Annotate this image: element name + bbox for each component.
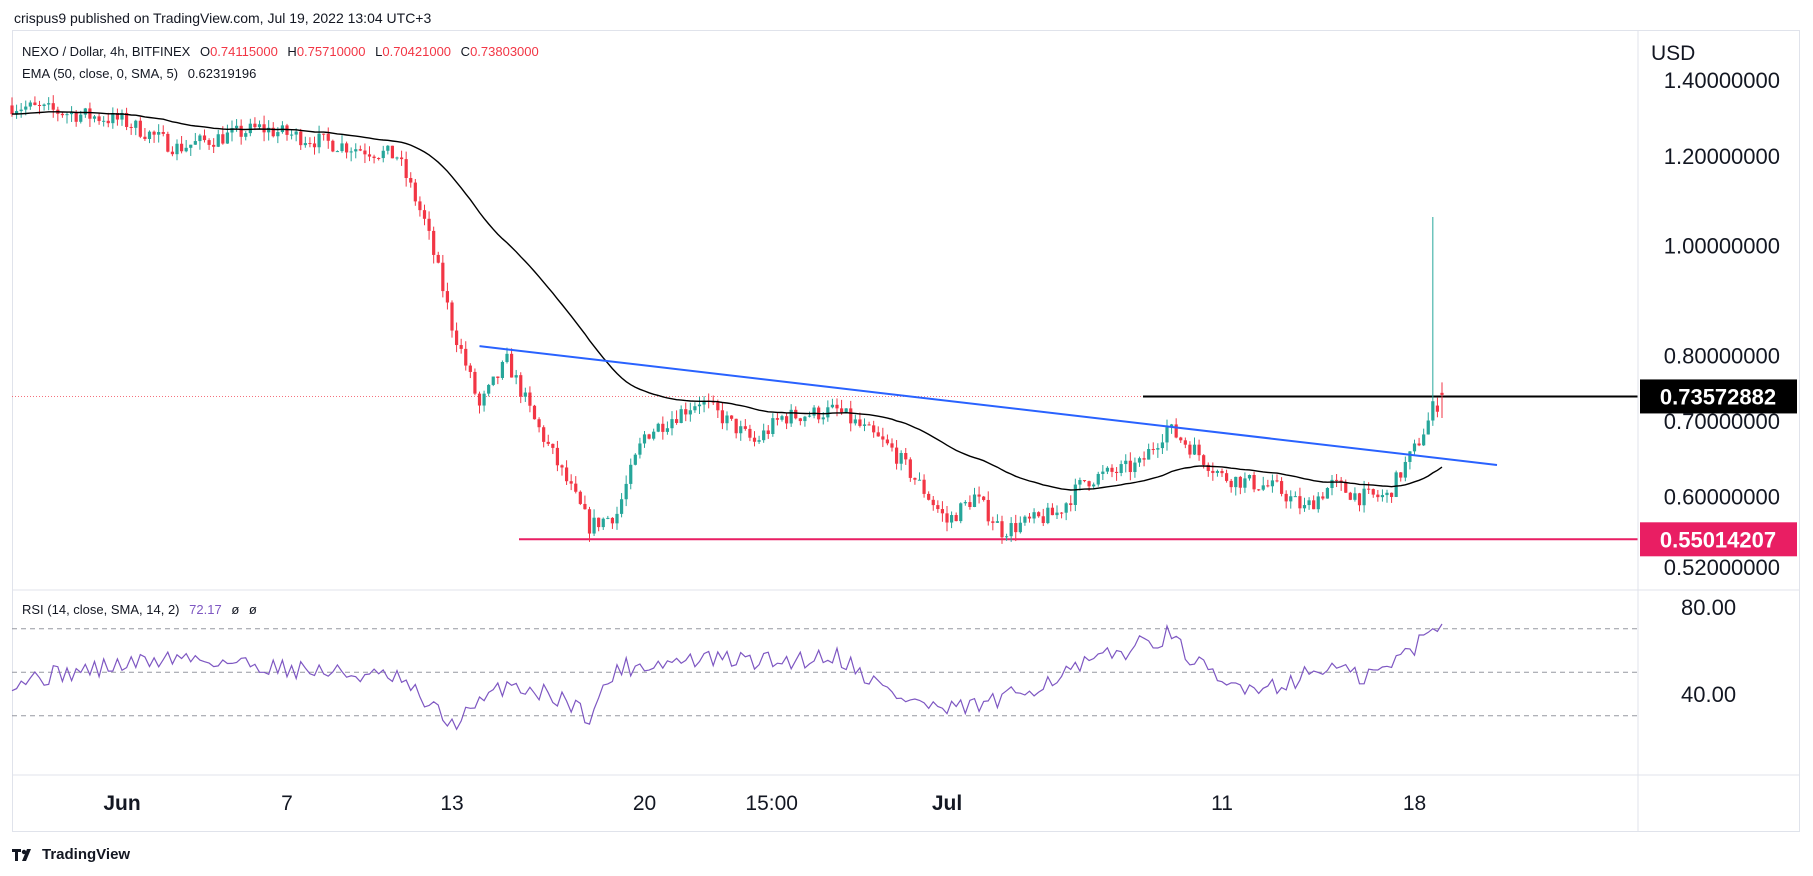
attribution-text: crispus9 published on TradingView.com, J… — [14, 10, 432, 26]
legend-low-label: L — [375, 44, 383, 59]
rsi-value: 72.17 — [189, 602, 222, 617]
chart-frame[interactable] — [12, 30, 1800, 832]
rsi-label: RSI (14, close, SMA, 14, 2) — [22, 602, 180, 617]
legend-open: 0.74115000 — [210, 44, 278, 59]
ema-legend: EMA (50, close, 0, SMA, 5) 0.62319196 — [22, 66, 256, 81]
legend-high: 0.75710000 — [296, 44, 366, 59]
legend-symbol: NEXO / Dollar, 4h, BITFINEX — [22, 44, 191, 59]
price-legend: NEXO / Dollar, 4h, BITFINEX O0.74115000 … — [22, 44, 539, 59]
legend-close: 0.73803000 — [470, 44, 539, 59]
footer-logo[interactable]: TradingView — [12, 846, 130, 863]
legend-open-label: O — [199, 44, 211, 59]
legend-high-label: H — [287, 44, 297, 59]
ema-label: EMA (50, close, 0, SMA, 5) — [22, 66, 179, 81]
ema-value: 0.62319196 — [187, 66, 257, 81]
currency-label: USD — [1651, 42, 1696, 65]
rsi-legend: RSI (14, close, SMA, 14, 2) 72.17 ø ø — [22, 602, 257, 617]
legend-low: 0.70421000 — [382, 44, 452, 59]
tradingview-logo-icon — [12, 848, 31, 861]
rsi-extra-1: ø — [231, 602, 240, 617]
rsi-extra-2: ø — [248, 602, 257, 617]
footer-brand: TradingView — [42, 846, 131, 863]
legend-close-label: C — [460, 44, 471, 59]
